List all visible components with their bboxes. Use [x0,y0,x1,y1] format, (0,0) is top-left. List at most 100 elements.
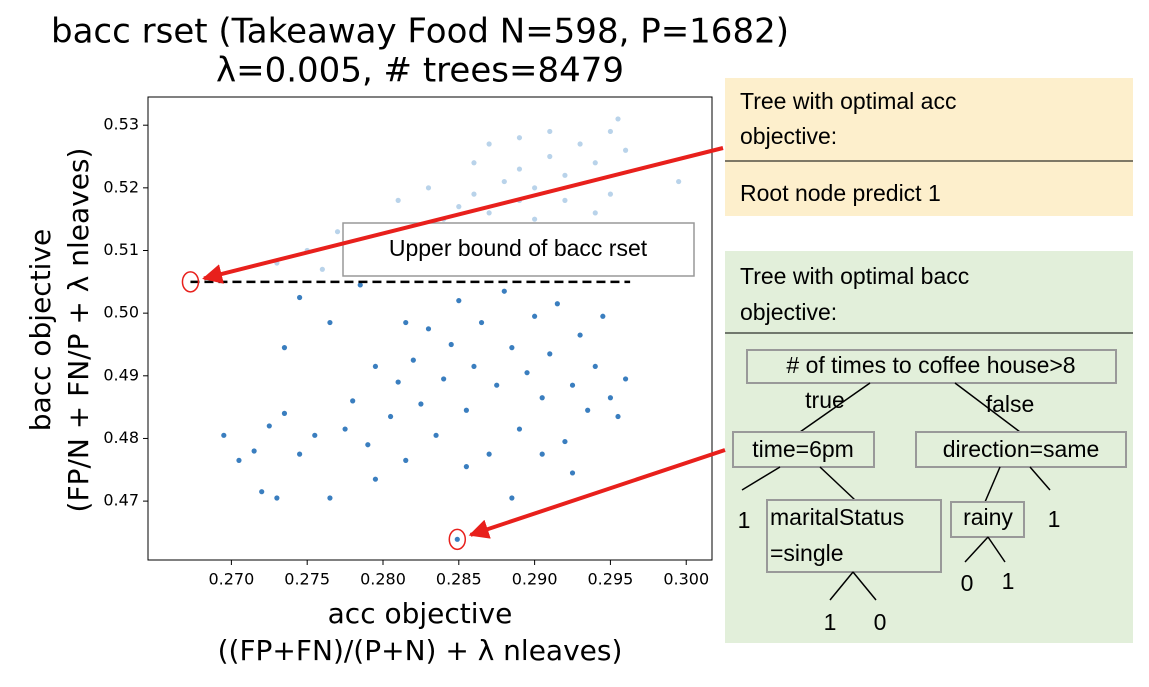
panel [725,78,1133,216]
point [441,376,447,382]
point [494,382,500,388]
point [327,319,333,326]
point [607,128,614,135]
point [622,376,629,382]
y-tick-label: 0.48 [103,428,139,447]
point [403,457,409,463]
point [251,448,257,454]
x-tick-label: 0.295 [588,570,634,589]
panel-heading: Tree with optimal bacc [740,263,969,289]
x-tick-label: 0.285 [436,570,482,589]
point [486,210,492,216]
point [236,457,242,463]
edge [819,466,856,501]
point [259,489,265,495]
x-label: acc objective [328,597,513,630]
node: maritalStatus [770,504,904,530]
point [532,185,538,191]
x-tick-label: 0.270 [208,570,254,589]
point [297,294,303,301]
point [600,313,606,319]
point [403,319,409,326]
point [516,135,523,141]
point [471,160,477,166]
point [372,363,379,370]
point [547,128,553,135]
tree: # of times to coffee house>8 true false … [732,349,1127,635]
point [524,370,530,376]
edge [799,382,871,433]
x-tick-label: 0.275 [284,570,330,589]
y-tick-label: 0.51 [103,240,139,259]
point [281,410,288,416]
point [372,476,379,482]
point [425,185,432,191]
point [577,141,583,147]
x-label: ((FP+FN)/(P+N) + λ nleaves) [218,634,623,667]
point [395,197,401,203]
point [569,382,576,388]
point [281,345,288,351]
point [539,395,545,401]
node: time=6pm [752,436,854,462]
edge-label: false [986,391,1035,417]
point [539,451,545,457]
node-box [915,431,1127,468]
x-tick-label: 0.300 [663,570,709,589]
title: bacc rset (Takeaway Food N=598, P=1682) [51,12,789,52]
point [532,313,538,319]
point [501,178,507,185]
point [562,438,568,445]
edge [852,571,877,601]
point [312,432,318,438]
point [547,351,553,357]
point [516,166,523,172]
point [410,357,416,363]
panel-heading: objective: [740,299,837,325]
point [615,116,621,122]
edge [984,466,1001,503]
point [585,407,591,413]
annotation-box [342,222,695,277]
y-tick-label: 0.47 [103,491,139,510]
point [592,363,598,370]
point [365,442,371,448]
x-tick-label: 0.280 [360,570,406,589]
panel-heading: Tree with optimal acc [740,88,956,114]
y-label: bacc objective [24,229,57,431]
panel [725,251,1133,643]
node-box [746,349,1117,384]
point [569,470,576,476]
edge [829,571,854,601]
point [592,210,598,216]
node: # of times to coffee house>8 [786,352,1075,378]
highlight [181,271,200,293]
edge-label: true [805,387,845,413]
point [478,319,485,326]
panel-text: Root node predict 1 [740,180,941,206]
point [454,536,460,542]
point [607,395,614,401]
point [327,495,333,501]
edge [964,536,989,563]
point [547,153,553,160]
point [297,451,303,457]
leaf: 1 [1048,506,1061,532]
point [509,495,515,501]
plot: 0.270 0.275 0.280 0.285 0.290 0.295 0.300 0.47 0… [103,96,713,589]
point [395,379,401,385]
point [387,413,394,420]
leaf: 1 [738,507,751,533]
point [471,191,477,197]
point [266,423,272,429]
point [456,298,462,304]
point [509,345,515,351]
node: rainy [963,504,1013,530]
point [501,288,507,294]
node-box [732,431,875,468]
point [532,216,538,222]
point [418,401,424,407]
node-box [766,499,942,573]
leaf: 1 [1002,568,1015,594]
